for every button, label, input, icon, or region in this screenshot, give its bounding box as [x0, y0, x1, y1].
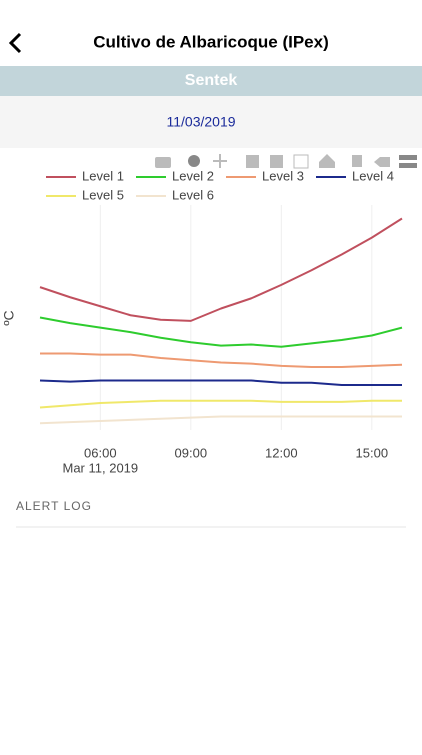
toolbar-spike[interactable]	[352, 155, 362, 167]
page-title: Cultivo de Albaricoque (IPex)	[93, 32, 329, 51]
series-line	[39, 217, 403, 322]
series-line	[40, 352, 403, 368]
toolbar-pan[interactable]	[213, 154, 227, 168]
x-tick-label: 09:00	[175, 445, 208, 460]
legend-label: Level 4	[352, 168, 394, 183]
series-line	[39, 379, 402, 386]
toolbar-zoom-out[interactable]	[270, 155, 283, 168]
series-line	[39, 399, 402, 409]
date[interactable]: 11/03/2019	[166, 114, 235, 130]
toolbar-autoscale[interactable]	[293, 154, 309, 169]
series-line	[39, 316, 403, 348]
toolbar-camera[interactable]	[155, 157, 171, 168]
section-band	[0, 66, 422, 96]
x-tick-label: 06:00	[84, 445, 117, 460]
legend-label: Level 6	[172, 187, 214, 202]
toolbar-hover[interactable]	[374, 157, 390, 167]
y-axis-label: ºC	[1, 310, 17, 325]
x-annotation: Mar 11, 2019	[63, 460, 139, 475]
legend-label: Level 1	[82, 168, 124, 183]
section-title: Sentek	[185, 72, 238, 89]
toolbar-zoom[interactable]	[188, 155, 200, 167]
toolbar-reset[interactable]	[319, 154, 335, 168]
chart-toolbar	[155, 154, 417, 169]
toolbar-zoom-in[interactable]	[246, 155, 259, 168]
date-bar	[0, 96, 422, 148]
toolbar-compare-2[interactable]	[399, 163, 417, 168]
legend-label: Level 5	[82, 187, 124, 202]
legend-label: Level 2	[172, 168, 214, 183]
x-tick-label: 12:00	[265, 445, 298, 460]
alert-log-title: ALERT LOG	[16, 499, 92, 513]
legend-label: Level 3	[262, 168, 304, 183]
back-button[interactable]	[8, 32, 22, 54]
series-line	[39, 415, 402, 425]
toolbar-compare[interactable]	[399, 155, 417, 160]
chart: Level 1 Level 2 Level 3 Level 4 Level 5 Level…	[1, 168, 403, 475]
x-tick-label: 15:00	[356, 445, 389, 460]
